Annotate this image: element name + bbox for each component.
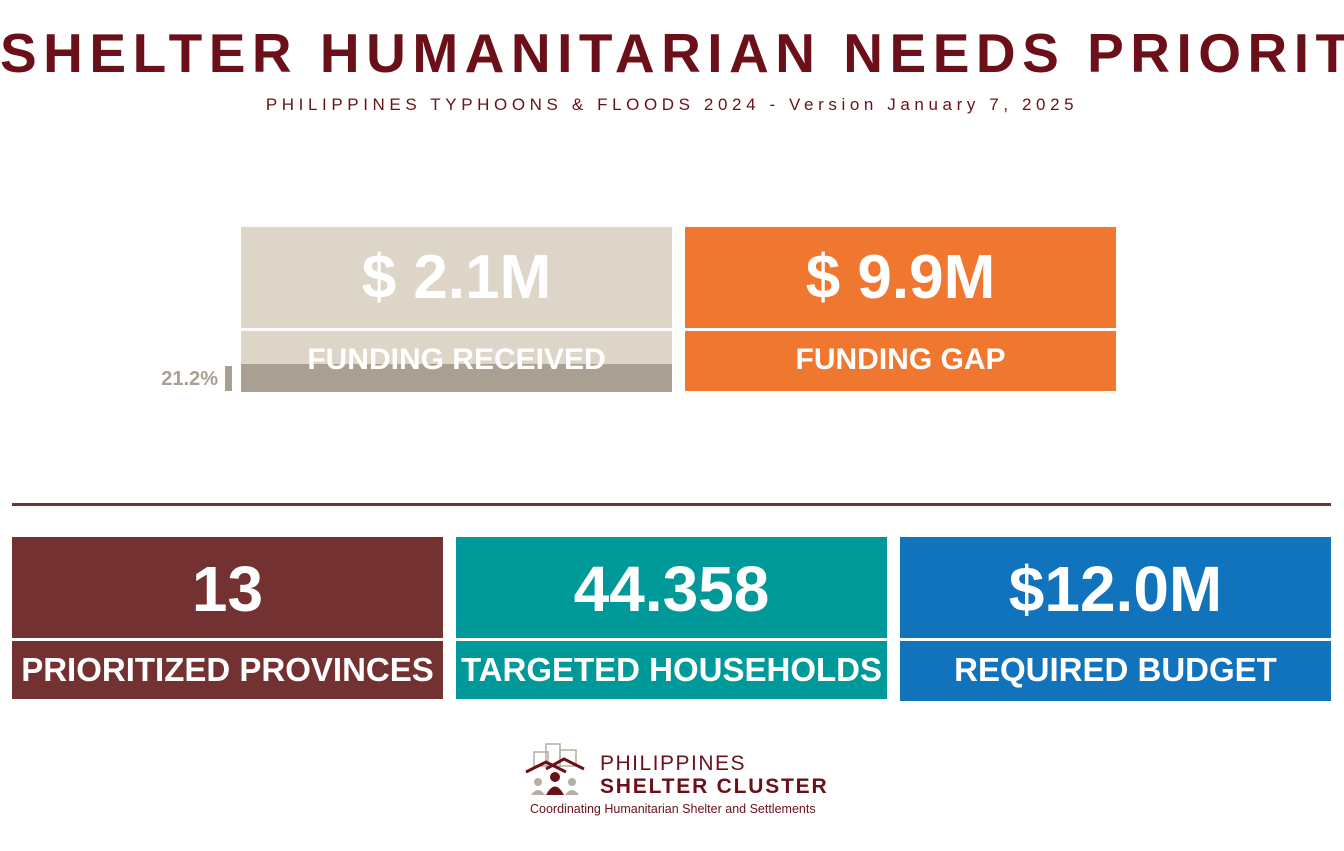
funding-percent-label: 21.2% <box>161 368 218 390</box>
funding-progress-fill <box>241 364 672 392</box>
funding-gap-card: $ 9.9M FUNDING GAP <box>685 227 1116 391</box>
logo-tagline: Coordinating Humanitarian Shelter and Se… <box>530 802 816 816</box>
card-value-panel <box>456 537 887 638</box>
shelter-cluster-logo-icon <box>525 743 585 795</box>
funding-received-value: $ 2.1M <box>361 243 552 312</box>
funding-percent-marker <box>225 366 232 391</box>
stat-value: $12.0M <box>1008 553 1223 625</box>
funding-gap-value: $ 9.9M <box>805 243 996 312</box>
targeted-households-card: 44.358 TARGETED HOUSEHOLDS <box>456 537 887 699</box>
card-label-panel <box>456 641 887 699</box>
logo-line-2: SHELTER CLUSTER <box>600 775 829 798</box>
page-title: SHELTER HUMANITARIAN NEEDS PRIORITY <box>0 22 1344 84</box>
required-budget-card: $12.0M REQUIRED BUDGET <box>900 537 1331 701</box>
logo-line-1: PHILIPPINES <box>600 752 747 775</box>
card-label-panel <box>241 331 672 392</box>
stat-label: TARGETED HOUSEHOLDS <box>460 651 883 688</box>
stat-value: 44.358 <box>573 553 770 625</box>
card-label-panel <box>685 331 1116 391</box>
card-value-panel <box>241 227 672 328</box>
stat-label: REQUIRED BUDGET <box>954 651 1277 688</box>
card-value-panel <box>900 537 1331 638</box>
stat-label: PRIORITIZED PROVINCES <box>21 651 434 688</box>
prioritized-provinces-card: 13 PRIORITIZED PROVINCES <box>12 537 443 699</box>
stat-value: 13 <box>191 553 264 625</box>
card-value-panel <box>12 537 443 638</box>
section-divider <box>12 503 1331 506</box>
shelter-cluster-logo: PHILIPPINES SHELTER CLUSTER Coordinating… <box>524 742 844 822</box>
card-label-panel <box>12 641 443 699</box>
card-value-panel <box>685 227 1116 328</box>
page-subtitle: PHILIPPINES TYPHOONS & FLOODS 2024 - Ver… <box>265 95 1079 114</box>
funding-received-label: FUNDING RECEIVED <box>307 343 606 376</box>
funding-gap-label: FUNDING GAP <box>795 343 1006 376</box>
card-label-panel <box>900 641 1331 701</box>
funding-received-card: $ 2.1M FUNDING RECEIVED <box>241 227 672 392</box>
